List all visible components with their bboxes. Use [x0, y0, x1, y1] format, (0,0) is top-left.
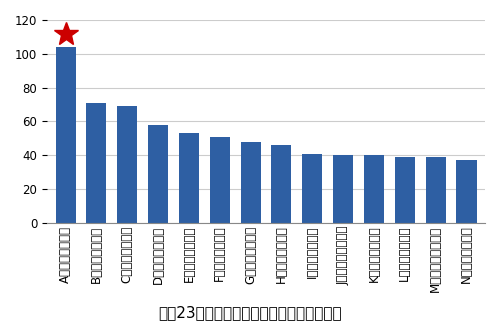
Bar	[395, 157, 415, 223]
Bar	[148, 125, 168, 223]
Bar	[56, 47, 76, 223]
Bar	[210, 137, 230, 223]
Bar	[272, 145, 291, 223]
Bar	[456, 161, 476, 223]
Bar	[179, 133, 199, 223]
Bar	[118, 106, 138, 223]
Bar	[333, 155, 353, 223]
Bar	[240, 142, 260, 223]
Bar	[364, 155, 384, 223]
Text: 平成23年度の施設別末梢バイパス手術件数: 平成23年度の施設別末梢バイパス手術件数	[158, 305, 342, 320]
Bar	[426, 157, 446, 223]
Bar	[86, 103, 106, 223]
Bar	[302, 154, 322, 223]
